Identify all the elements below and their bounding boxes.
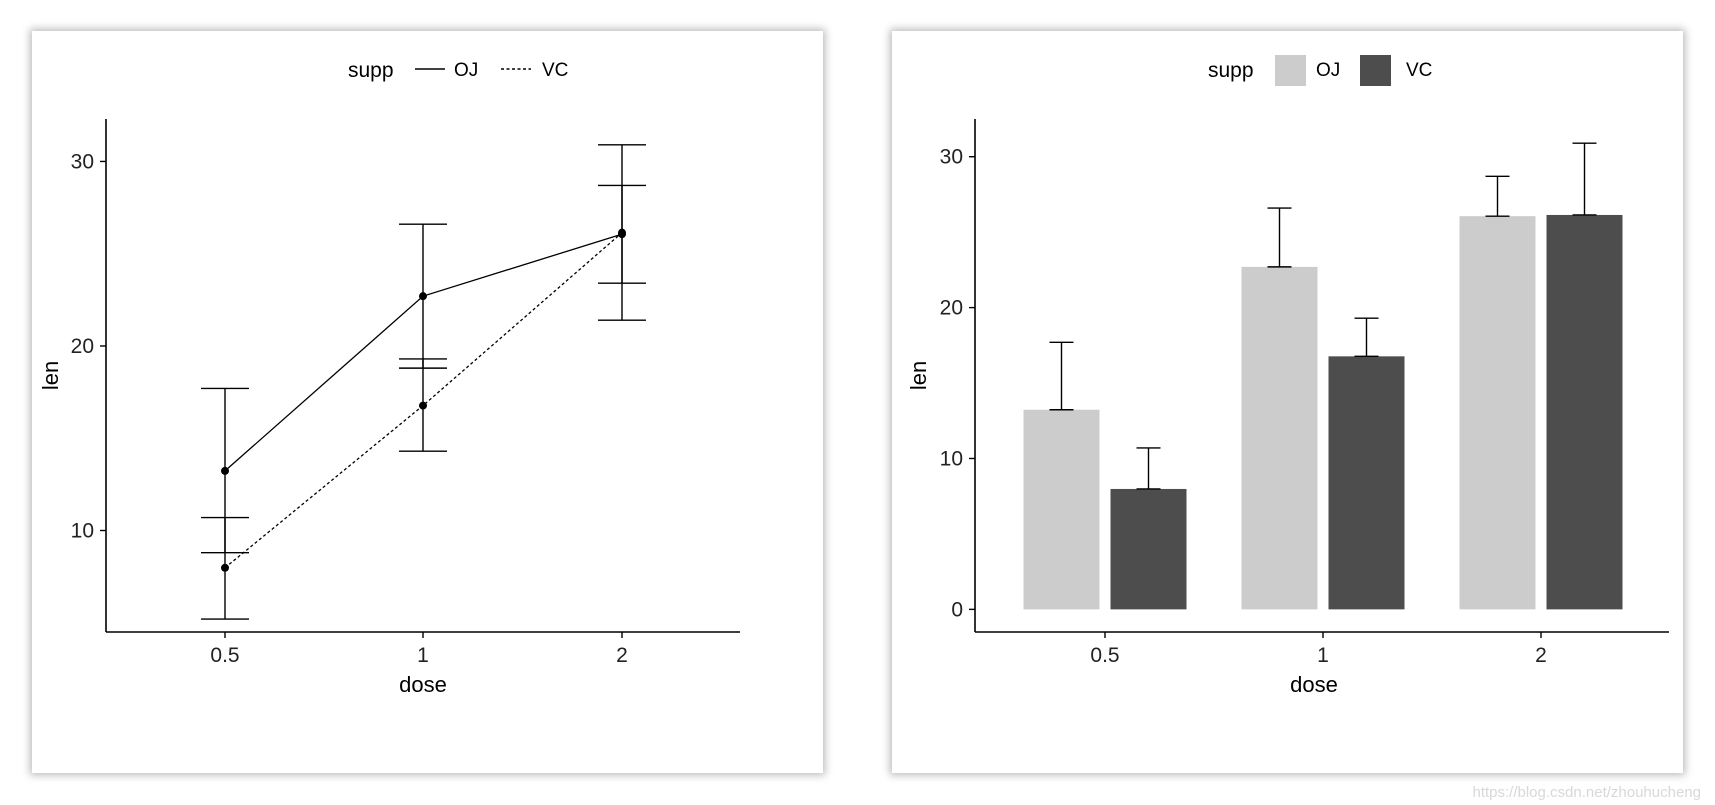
error-bar-VC-2: [1572, 142, 1597, 216]
y-tick-label-20: 20: [940, 297, 963, 320]
legend-label-OJ: OJ: [1316, 60, 1340, 81]
y-tick-label-20: 20: [71, 335, 94, 358]
legend-title: supp: [348, 59, 394, 82]
legend: supp OJ VC: [348, 59, 568, 82]
legend: supp OJ VC: [1208, 55, 1432, 86]
y-tick-label-30: 30: [940, 146, 963, 169]
error-bar-OJ-0.5: [1049, 341, 1074, 411]
bar-OJ-2: [1459, 216, 1536, 610]
y-axis-title: len: [906, 361, 931, 390]
error-bar-OJ-1: [1267, 207, 1292, 268]
bar-VC-1: [1328, 356, 1405, 610]
y-tick-label-0: 0: [951, 598, 963, 621]
x-tick-label-2: 2: [616, 644, 628, 667]
error-bar-VC-1: [1354, 317, 1379, 358]
y-axis-title: len: [38, 361, 63, 390]
point-OJ-1: [419, 292, 427, 301]
legend-label-OJ: OJ: [454, 60, 478, 81]
legend-key-OJ: [1275, 55, 1306, 86]
x-tick-label-1: 1: [1317, 644, 1329, 667]
point-VC-2: [618, 228, 626, 237]
bar-VC-0.5: [1110, 488, 1187, 610]
bar-OJ-1: [1241, 266, 1318, 610]
bar-chart-panel: 0 10 20 30 0.5 1 2 dose len supp OJ VC: [892, 31, 1683, 773]
point-VC-0.5: [221, 563, 229, 572]
x-axis-title: dose: [1290, 672, 1338, 697]
x-tick-label-1: 1: [417, 644, 429, 667]
x-tick-label-0.5: 0.5: [210, 644, 239, 667]
line-chart: 10 20 30 0.5 1 2 dose len supp OJ VC: [38, 59, 740, 697]
bar-chart: 0 10 20 30 0.5 1 2 dose len supp OJ VC: [906, 55, 1669, 697]
y-tick-label-10: 10: [940, 447, 963, 470]
bar-OJ-0.5: [1023, 409, 1100, 610]
x-axis-title: dose: [399, 672, 447, 697]
point-VC-1: [419, 401, 427, 410]
y-tick-label-10: 10: [71, 520, 94, 543]
x-tick-label-2: 2: [1535, 644, 1547, 667]
error-bar-OJ-2: [1485, 175, 1510, 217]
watermark: https://blog.csdn.net/zhouhucheng: [1472, 784, 1701, 801]
y-tick-label-30: 30: [71, 150, 94, 173]
line-chart-panel: 10 20 30 0.5 1 2 dose len supp OJ VC: [32, 31, 823, 773]
error-bar-VC-0.5: [1136, 447, 1161, 490]
point-OJ-0.5: [221, 466, 229, 475]
bar-VC-2: [1546, 214, 1623, 610]
legend-label-VC: VC: [542, 60, 568, 81]
legend-key-VC: [1360, 55, 1391, 86]
legend-title: supp: [1208, 59, 1254, 82]
x-tick-label-0.5: 0.5: [1090, 644, 1119, 667]
legend-label-VC: VC: [1406, 60, 1432, 81]
